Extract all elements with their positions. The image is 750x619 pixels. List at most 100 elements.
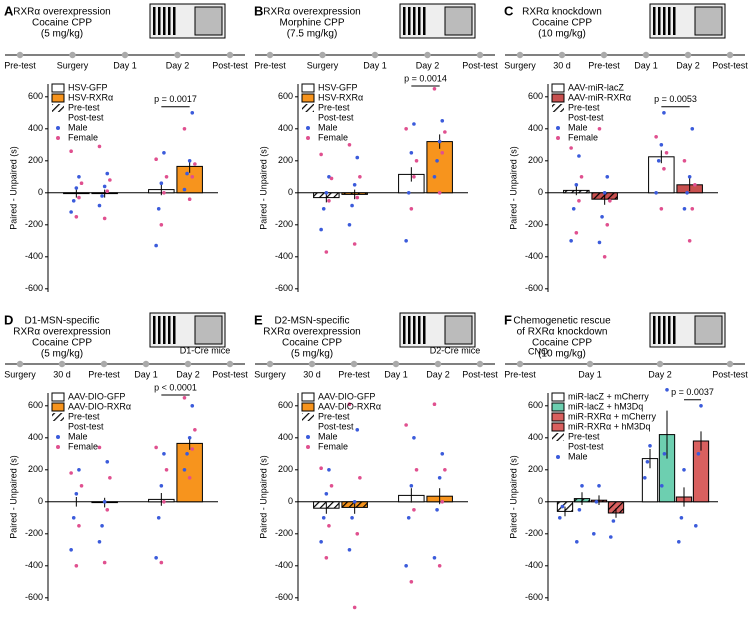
y-axis-label: Paired - Unpaired (s): [8, 146, 18, 230]
timeline-marker: [174, 51, 181, 59]
p-value: p = 0.0017: [154, 94, 197, 104]
legend-label: HSV-GFP: [318, 82, 358, 92]
cpp-stripe: [418, 316, 421, 344]
dot: [319, 540, 323, 544]
y-tick-label: 200: [28, 155, 43, 165]
timeline-label: Day 1: [384, 369, 408, 379]
legend-swatch: [552, 104, 564, 112]
dot: [69, 471, 73, 475]
dot: [696, 452, 701, 456]
dot: [358, 175, 362, 179]
dot: [440, 151, 445, 155]
cpp-stripe: [158, 7, 161, 35]
timeline-label: 30 d: [53, 369, 71, 379]
dot: [662, 111, 666, 115]
legend-label: Post-test: [568, 112, 604, 122]
cpp-stripe: [168, 7, 171, 35]
y-tick-label: 200: [28, 464, 43, 474]
cpp-stripe: [153, 7, 156, 35]
timeline-marker: [656, 360, 664, 368]
timeline-marker: [684, 51, 692, 59]
timeline-marker: [319, 51, 326, 59]
dot: [105, 460, 110, 464]
panel-letter: D: [4, 312, 13, 327]
legend-label: AAV-DIO-RXRα: [68, 401, 131, 411]
timeline-marker: [516, 360, 524, 368]
dot: [100, 194, 104, 198]
timeline-label: Day 2: [176, 369, 200, 379]
dot: [187, 436, 192, 440]
cpp-stripe: [153, 316, 156, 344]
dot: [77, 175, 81, 179]
dot: [404, 239, 408, 243]
timeline-label: 30 d: [303, 369, 321, 379]
dot: [569, 239, 573, 243]
cpp-stripe: [673, 7, 676, 35]
y-tick-label: -200: [525, 528, 543, 538]
dot: [665, 388, 669, 392]
timeline-label: Pre-test: [88, 369, 120, 379]
dot: [682, 468, 686, 472]
legend-swatch: [51, 93, 65, 103]
cpp-stripe: [163, 316, 166, 344]
dot: [159, 484, 164, 488]
y-tick-label: -200: [25, 219, 43, 229]
y-tick-label: -400: [25, 560, 43, 570]
panel-title: RXRα knockdown: [522, 7, 602, 18]
p-value: p < 0.0001: [154, 382, 197, 392]
timeline-label: 30 d: [553, 60, 571, 70]
timeline-label: Surgery: [504, 60, 536, 70]
timeline-label: Pre-test: [4, 60, 36, 70]
legend-label: Female: [318, 132, 348, 142]
dot: [579, 175, 584, 179]
legend-label: HSV-GFP: [68, 82, 108, 92]
cpp-stripe: [413, 7, 416, 35]
legend-dot: [306, 126, 310, 130]
timeline-marker: [392, 360, 400, 368]
dot: [187, 197, 192, 201]
dot: [182, 127, 187, 131]
timeline-label: Post-test: [712, 60, 748, 70]
y-tick-label: 600: [28, 91, 43, 101]
dot: [347, 548, 352, 552]
dot: [685, 191, 689, 195]
dot: [648, 444, 652, 448]
dot: [71, 516, 76, 520]
dot: [187, 476, 192, 480]
y-tick-label: 200: [528, 155, 543, 165]
dot: [437, 564, 442, 568]
dot: [350, 203, 354, 208]
dot: [660, 484, 664, 488]
dot: [437, 139, 442, 144]
dot: [162, 500, 166, 504]
dot: [187, 159, 192, 163]
dot: [608, 199, 612, 203]
cpp-stripe: [168, 316, 171, 344]
dot: [358, 476, 362, 480]
dot: [347, 402, 352, 407]
dot: [97, 540, 102, 544]
cpp-stripe: [658, 316, 661, 344]
y-tick-label: -600: [525, 592, 543, 602]
legend-swatch: [301, 93, 315, 103]
panel-title: Cocaine CPP: [532, 338, 592, 349]
timeline-marker: [266, 51, 274, 59]
legend-dot: [56, 445, 60, 449]
legend-dot: [306, 435, 310, 439]
legend-dot: [306, 136, 310, 140]
y-tick-label: 400: [28, 432, 43, 442]
dot: [437, 476, 442, 480]
dot: [443, 130, 447, 134]
y-tick-label: -600: [25, 283, 43, 293]
dot: [687, 175, 692, 179]
legend-label: Pre-test: [68, 102, 100, 112]
dot: [577, 508, 582, 512]
dot: [327, 175, 331, 179]
dot: [571, 207, 576, 211]
y-tick-label: -600: [275, 283, 293, 293]
dot: [677, 540, 681, 544]
p-value: p = 0.0053: [654, 94, 697, 104]
